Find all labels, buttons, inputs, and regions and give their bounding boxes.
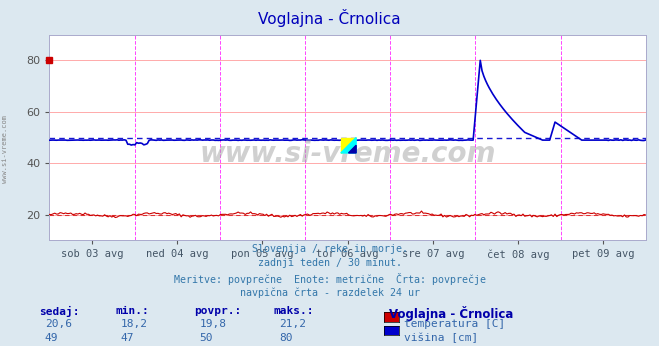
Text: zadnji teden / 30 minut.: zadnji teden / 30 minut. — [258, 258, 401, 268]
Text: min.:: min.: — [115, 306, 149, 316]
Polygon shape — [341, 138, 356, 153]
Text: višina [cm]: višina [cm] — [404, 333, 478, 343]
Text: 50: 50 — [200, 333, 213, 343]
Text: 49: 49 — [45, 333, 58, 343]
Text: 47: 47 — [121, 333, 134, 343]
Text: 20,6: 20,6 — [45, 319, 72, 329]
Text: Voglajna - Črnolica: Voglajna - Črnolica — [258, 9, 401, 27]
Text: povpr.:: povpr.: — [194, 306, 242, 316]
Text: Voglajna - Črnolica: Voglajna - Črnolica — [389, 306, 513, 321]
Text: www.si-vreme.com: www.si-vreme.com — [2, 115, 9, 183]
Text: Slovenija / reke in morje.: Slovenija / reke in morje. — [252, 244, 407, 254]
Text: www.si-vreme.com: www.si-vreme.com — [200, 140, 496, 168]
Polygon shape — [349, 145, 356, 153]
Text: 19,8: 19,8 — [200, 319, 227, 329]
Text: sedaj:: sedaj: — [40, 306, 80, 317]
Text: maks.:: maks.: — [273, 306, 314, 316]
Text: temperatura [C]: temperatura [C] — [404, 319, 505, 329]
Text: Meritve: povprečne  Enote: metrične  Črta: povprečje: Meritve: povprečne Enote: metrične Črta:… — [173, 273, 486, 285]
Text: 18,2: 18,2 — [121, 319, 148, 329]
Text: 80: 80 — [279, 333, 292, 343]
Polygon shape — [341, 138, 356, 153]
Text: 21,2: 21,2 — [279, 319, 306, 329]
Text: navpična črta - razdelek 24 ur: navpična črta - razdelek 24 ur — [239, 288, 420, 298]
